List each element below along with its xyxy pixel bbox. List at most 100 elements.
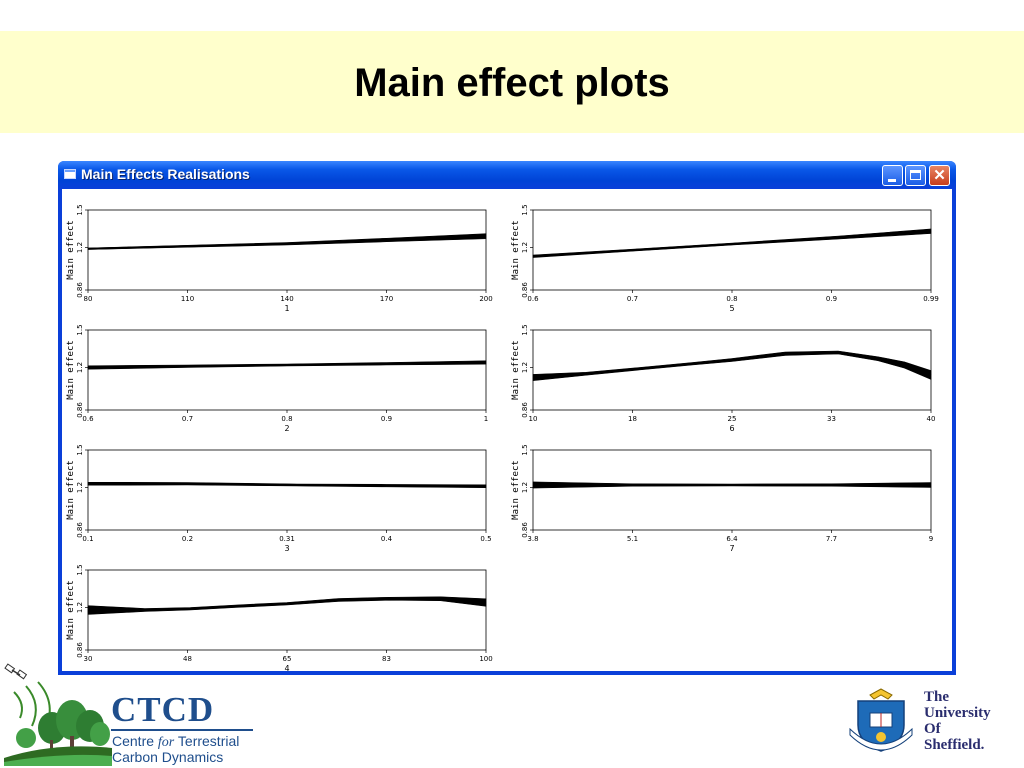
y-tick-label: 0.86 — [76, 402, 84, 418]
satellite-icon — [4, 663, 28, 680]
y-axis-label: Main effect — [66, 220, 76, 280]
x-tick-label: 33 — [827, 415, 836, 423]
y-tick-label: 0.86 — [521, 522, 529, 538]
x-tick-label: 83 — [382, 655, 391, 663]
x-tick-label: 0.8 — [281, 415, 292, 423]
main-effect-panel-5: 0.86 1.2 1.5 0.6 0.7 0.8 0.9 0.99 5 Main effect — [511, 204, 939, 313]
realisation-band — [87, 596, 487, 615]
panel-index-label: 1 — [284, 304, 289, 313]
plot-frame — [87, 209, 487, 291]
panel-index-label: 4 — [284, 664, 289, 671]
x-tick-label: 9 — [929, 535, 933, 543]
x-tick-label: 30 — [84, 655, 93, 663]
y-axis-label: Main effect — [511, 340, 521, 400]
y-tick-label: 0.86 — [76, 282, 84, 298]
x-tick-label: 0.7 — [182, 415, 193, 423]
x-tick-label: 1 — [484, 415, 488, 423]
x-tick-label: 200 — [479, 295, 492, 303]
x-tick-label: 0.99 — [923, 295, 939, 303]
ctcd-rule — [111, 729, 253, 731]
x-tick-label: 140 — [280, 295, 293, 303]
y-tick-label: 1.2 — [521, 482, 529, 493]
main-effects-window: Main Effects Realisations ✕ 0.86 1.2 1.5 80… — [58, 161, 956, 675]
y-tick-label: 1.2 — [76, 242, 84, 253]
plot-frame — [87, 329, 487, 411]
main-effect-line — [88, 482, 487, 488]
x-tick-label: 0.1 — [82, 535, 93, 543]
x-tick-label: 110 — [181, 295, 194, 303]
y-tick-label: 1.2 — [521, 362, 529, 373]
y-tick-label: 1.5 — [76, 444, 84, 455]
panel-index-label: 3 — [284, 544, 289, 553]
sheffield-line-of: Of — [924, 721, 941, 737]
y-tick-label: 1.2 — [76, 482, 84, 493]
plot-frame — [532, 209, 932, 291]
x-tick-label: 100 — [479, 655, 492, 663]
close-button[interactable]: ✕ — [929, 165, 950, 186]
window-app-icon — [64, 169, 76, 179]
x-tick-label: 40 — [927, 415, 936, 423]
panel-index-label: 7 — [729, 544, 734, 553]
x-tick-label: 65 — [283, 655, 292, 663]
close-icon: ✕ — [933, 167, 946, 184]
x-tick-label: 18 — [628, 415, 637, 423]
x-tick-label: 3.8 — [527, 535, 538, 543]
main-effect-line — [87, 361, 487, 369]
ctcd-name: CTCD — [111, 690, 215, 729]
x-tick-label: 80 — [84, 295, 93, 303]
x-tick-label: 0.9 — [826, 295, 837, 303]
sheffield-crest-icon — [849, 688, 913, 752]
forest-trees-icon — [4, 700, 112, 766]
plot-frame — [532, 449, 932, 531]
y-tick-label: 1.5 — [521, 444, 529, 455]
panel-index-label: 6 — [729, 424, 734, 433]
maximize-button[interactable] — [905, 165, 926, 186]
main-effect-line — [87, 235, 487, 250]
y-tick-label: 0.86 — [521, 402, 529, 418]
ctcd-sub1-c: Terrestrial — [174, 733, 240, 749]
ctcd-logo — [4, 663, 112, 766]
x-tick-label: 0.9 — [381, 415, 392, 423]
y-tick-label: 1.2 — [76, 362, 84, 373]
panel-index-label: 2 — [284, 424, 289, 433]
ctcd-subtitle-line1: Centre for Terrestrial — [112, 733, 239, 751]
x-tick-label: 0.8 — [726, 295, 737, 303]
x-tick-label: 0.5 — [480, 535, 491, 543]
y-axis-label: Main effect — [511, 460, 521, 520]
y-tick-label: 0.86 — [521, 282, 529, 298]
x-tick-label: 48 — [183, 655, 192, 663]
x-tick-label: 5.1 — [627, 535, 638, 543]
title-band — [0, 31, 1024, 133]
y-tick-label: 1.5 — [76, 204, 84, 215]
maximize-icon — [910, 170, 921, 180]
sheffield-line-the: The — [924, 689, 950, 705]
y-tick-label: 0.86 — [76, 522, 84, 538]
main-effect-panel-6: 0.86 1.2 1.5 10 18 25 33 40 6 Main effect — [511, 324, 935, 433]
window-titlebar[interactable]: Main Effects Realisations ✕ — [58, 161, 956, 189]
x-tick-label: 0.4 — [381, 535, 393, 543]
realisation-band — [532, 350, 932, 381]
ctcd-sub1-a: Centre — [112, 733, 158, 749]
x-tick-label: 170 — [380, 295, 393, 303]
x-tick-label: 0.6 — [527, 295, 539, 303]
main-effect-panel-2: 0.86 1.2 1.5 0.6 0.7 0.8 0.9 1 2 Main effect — [66, 324, 488, 433]
y-tick-label: 1.2 — [521, 242, 529, 253]
x-tick-label: 0.31 — [279, 535, 295, 543]
main-effect-panel-3: 0.86 1.2 1.5 0.1 0.2 0.31 0.4 0.5 3 Main effect — [66, 444, 492, 553]
ctcd-subtitle-line2: Carbon Dynamics — [112, 749, 224, 765]
y-axis-label: Main effect — [66, 340, 76, 400]
panel-index-label: 5 — [729, 304, 734, 313]
window-title: Main Effects Realisations — [81, 166, 250, 182]
window-client-area: 0.86 1.2 1.5 80 110 140 170 200 1 Main effect 0.86… — [62, 189, 952, 671]
plot-frame — [532, 329, 932, 411]
x-tick-label: 0.7 — [627, 295, 638, 303]
x-tick-label: 0.6 — [82, 415, 94, 423]
main-effect-line — [532, 230, 932, 258]
main-effect-line — [88, 597, 487, 611]
x-tick-label: 25 — [728, 415, 737, 423]
minimize-button[interactable] — [882, 165, 903, 186]
main-effect-panel-1: 0.86 1.2 1.5 80 110 140 170 200 1 Main effect — [66, 204, 493, 313]
y-tick-label: 1.5 — [521, 324, 529, 335]
sheffield-line-sheffield: Sheffield. — [924, 737, 985, 753]
